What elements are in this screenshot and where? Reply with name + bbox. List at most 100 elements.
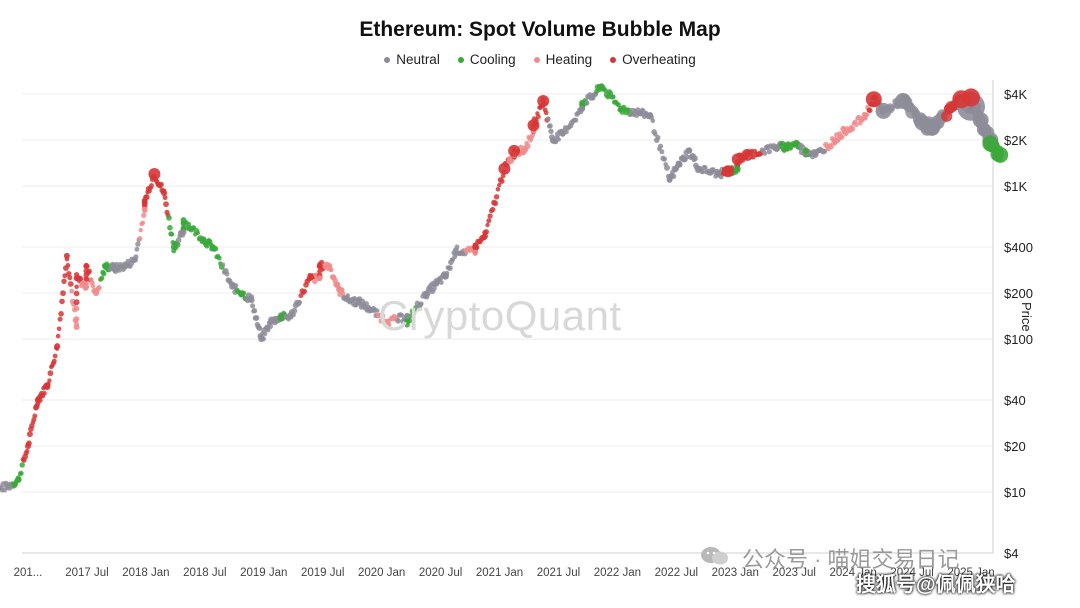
trail-bubble [659, 149, 665, 155]
data-point-neutral [875, 102, 892, 119]
data-point-neutral [355, 298, 362, 305]
data-point-cooling [579, 99, 586, 106]
x-tick-label: 2019 Jan [240, 567, 287, 579]
trail-bubble [762, 151, 768, 156]
data-point-overheating [498, 162, 511, 175]
trail-bubble [839, 134, 845, 140]
trail-bubble [438, 280, 444, 285]
trail-bubble [175, 237, 182, 243]
legend-label-cooling: Cooling [469, 52, 516, 67]
data-point-overheating [73, 275, 80, 282]
data-point-heating [326, 263, 333, 270]
trail-bubble [297, 299, 303, 305]
trail-bubble [58, 311, 64, 317]
x-tick-label: 2020 Jul [419, 567, 462, 579]
trail-bubble [485, 222, 490, 228]
data-point-neutral [112, 265, 119, 272]
trail-bubble [31, 417, 37, 423]
trail-bubble [700, 169, 705, 175]
trail-bubble [55, 333, 61, 339]
trail-bubble [73, 316, 80, 322]
legend-item-overheating[interactable]: Overheating [610, 52, 696, 67]
data-point-neutral [5, 482, 12, 489]
trail-bubble [166, 215, 172, 221]
data-point-overheating [25, 443, 31, 450]
legend-label-heating: Heating [545, 52, 593, 67]
x-tick-label: 2023 Jul [772, 567, 815, 579]
data-point-heating [93, 290, 100, 297]
trail-bubble [670, 173, 677, 180]
data-point-heating [83, 283, 90, 290]
data-point-neutral [637, 110, 644, 117]
data-point-cooling [618, 105, 624, 112]
trail-bubble [162, 195, 168, 201]
y-tick-label: $10 [1004, 485, 1026, 500]
trail-bubble [26, 431, 33, 438]
y-tick-label: $1K [1004, 179, 1027, 194]
data-point-overheating [44, 382, 51, 389]
data-point-cooling [170, 244, 177, 250]
data-point-heating [73, 324, 80, 330]
trail-bubble [821, 148, 828, 154]
data-point-neutral [686, 147, 693, 154]
chart-title: Ethereum: Spot Volume Bubble Map [359, 18, 721, 41]
x-tick-label: 2024 Jan [829, 567, 876, 579]
trail-bubble [149, 183, 154, 188]
trail-bubble [18, 470, 24, 476]
y-tick-label: $40 [1004, 393, 1026, 408]
y-tick-label: $4K [1004, 87, 1027, 102]
trail-bubble [345, 293, 350, 298]
y-tick-label: $2K [1004, 133, 1027, 148]
trail-bubble [186, 221, 192, 227]
data-point-overheating [148, 168, 161, 180]
trail-bubble [158, 181, 164, 188]
data-point-overheating [865, 91, 882, 108]
legend-item-heating[interactable]: Heating [533, 52, 593, 67]
legend-marker-heating [533, 56, 540, 63]
legend-item-cooling[interactable]: Cooling [457, 52, 516, 67]
data-point-neutral [443, 272, 449, 279]
legend-marker-neutral [384, 56, 391, 63]
trail-bubble [62, 273, 68, 279]
trail-bubble [51, 358, 57, 364]
trail-bubble [67, 275, 73, 281]
trail-bubble [610, 94, 616, 100]
data-point-overheating [481, 233, 488, 240]
trail-bubble [375, 308, 380, 313]
data-point-neutral [550, 137, 556, 144]
legend-marker-cooling [457, 56, 464, 63]
y-tick-label: $20 [1004, 439, 1026, 454]
data-point-neutral [287, 313, 294, 320]
x-tick-label: 2018 Jan [122, 567, 169, 579]
trail-bubble [140, 220, 146, 226]
trail-bubble [658, 143, 664, 149]
data-point-overheating [63, 252, 70, 259]
trail-bubble [849, 125, 856, 132]
trail-bubble [615, 102, 621, 108]
data-point-neutral [812, 151, 819, 158]
trail-bubble [548, 128, 554, 134]
trail-bubble [224, 271, 230, 277]
data-point-heating [831, 137, 838, 144]
trail-bubble [399, 313, 405, 318]
trail-bubble [545, 116, 551, 122]
trail-bubble [828, 144, 834, 150]
trail-bubble [73, 299, 80, 306]
trail-bubble [167, 224, 173, 231]
legend-item-neutral[interactable]: Neutral [384, 52, 440, 67]
trail-bubble [253, 315, 260, 321]
x-tick-label: 2021 Jul [537, 567, 580, 579]
data-point-cooling [982, 135, 999, 152]
trail-bubble [684, 154, 690, 160]
trail-bubble [487, 213, 493, 219]
data-point-cooling [238, 290, 245, 297]
trail-bubble [497, 182, 502, 188]
trail-bubble [56, 326, 62, 332]
trail-bubble [204, 243, 210, 249]
trail-bubble [291, 307, 298, 314]
sohu-watermark: 搜狐号@佩佩狭哈 [856, 574, 1016, 596]
data-point-cooling [734, 165, 741, 172]
trail-bubble [766, 149, 772, 155]
trail-bubble [101, 270, 107, 277]
trail-bubble [263, 331, 268, 337]
